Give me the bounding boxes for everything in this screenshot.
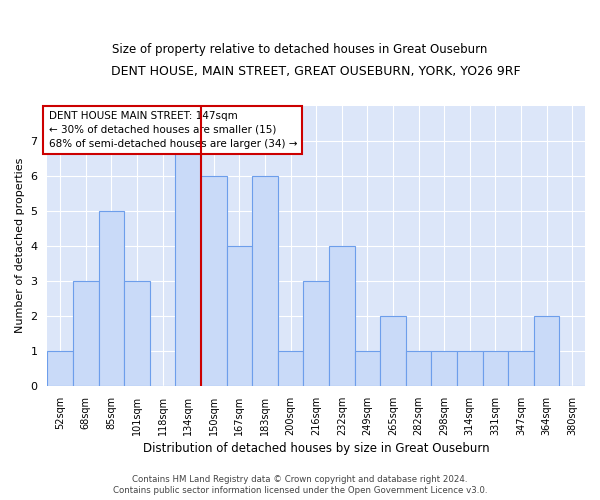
Bar: [227, 246, 252, 386]
Text: DENT HOUSE MAIN STREET: 147sqm
← 30% of detached houses are smaller (15)
68% of : DENT HOUSE MAIN STREET: 147sqm ← 30% of …: [49, 111, 297, 149]
Bar: [482, 351, 508, 386]
Bar: [380, 316, 406, 386]
Bar: [252, 176, 278, 386]
Bar: [201, 176, 227, 386]
Text: Contains public sector information licensed under the Open Government Licence v3: Contains public sector information licen…: [113, 486, 487, 495]
Bar: [508, 351, 534, 386]
Bar: [73, 281, 98, 386]
Text: Contains HM Land Registry data © Crown copyright and database right 2024.: Contains HM Land Registry data © Crown c…: [132, 475, 468, 484]
Bar: [278, 351, 304, 386]
Bar: [124, 281, 150, 386]
Bar: [355, 351, 380, 386]
Bar: [175, 140, 201, 386]
Bar: [457, 351, 482, 386]
Bar: [98, 210, 124, 386]
Y-axis label: Number of detached properties: Number of detached properties: [15, 158, 25, 334]
Bar: [406, 351, 431, 386]
Text: Size of property relative to detached houses in Great Ouseburn: Size of property relative to detached ho…: [112, 42, 488, 56]
Bar: [431, 351, 457, 386]
Bar: [47, 351, 73, 386]
Bar: [329, 246, 355, 386]
Bar: [534, 316, 559, 386]
Title: DENT HOUSE, MAIN STREET, GREAT OUSEBURN, YORK, YO26 9RF: DENT HOUSE, MAIN STREET, GREAT OUSEBURN,…: [112, 65, 521, 78]
Bar: [304, 281, 329, 386]
X-axis label: Distribution of detached houses by size in Great Ouseburn: Distribution of detached houses by size …: [143, 442, 490, 455]
